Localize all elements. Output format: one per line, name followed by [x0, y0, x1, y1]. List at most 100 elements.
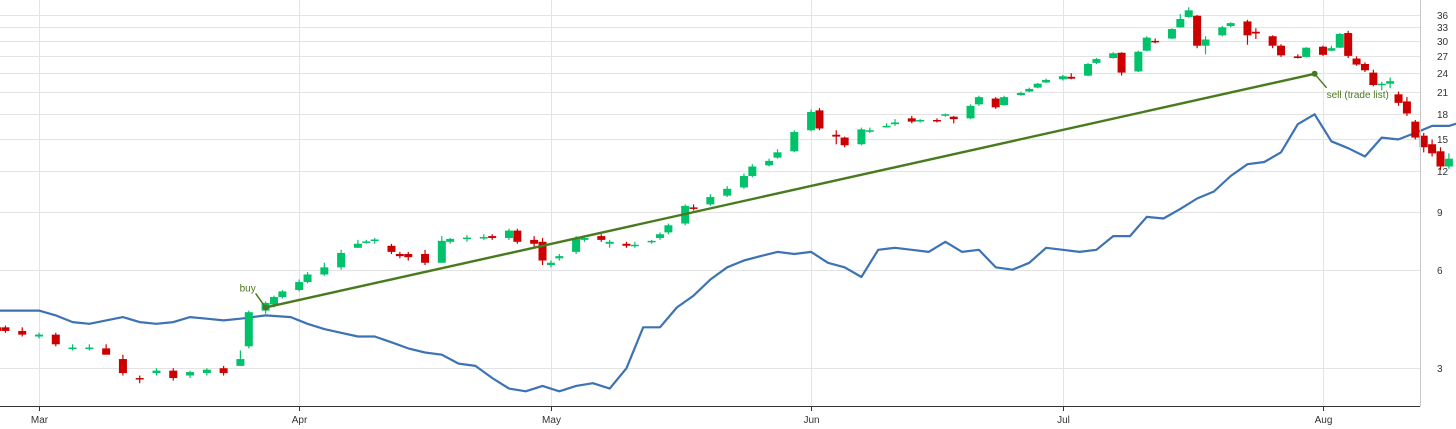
x-tick-label: Jun [803, 415, 819, 426]
candle-down [840, 136, 849, 148]
candle-body [85, 347, 94, 350]
candle-body [832, 134, 841, 137]
candle-body [295, 282, 304, 291]
candle-body [1360, 63, 1369, 71]
candle-up [504, 228, 513, 240]
candle-down [991, 97, 1000, 109]
candle-up [152, 368, 161, 376]
candle-up [773, 149, 782, 159]
candle-body [706, 197, 715, 205]
candle-up [186, 370, 195, 379]
candle-body [538, 241, 547, 261]
y-tick-label: 30 [1437, 37, 1449, 48]
candle-body [35, 334, 43, 337]
candle-down [1, 325, 10, 333]
candle-body [597, 236, 606, 240]
candle-up [630, 241, 639, 248]
candle-down [1268, 35, 1277, 49]
candle-body [353, 243, 362, 248]
candle-body [546, 262, 555, 266]
candle-up [278, 290, 287, 299]
candle-body [303, 274, 312, 283]
candle-up [446, 237, 455, 244]
candle-down [1352, 56, 1361, 66]
candle-body [932, 119, 941, 122]
candle-up [1134, 50, 1143, 73]
candle-body [1411, 121, 1420, 138]
candle-body [244, 312, 253, 347]
candle-body [169, 370, 178, 379]
candle-body [1, 327, 10, 331]
y-tick-label: 21 [1437, 88, 1449, 99]
candle-up [437, 236, 446, 263]
candle-body [152, 370, 161, 374]
candle-body [1025, 88, 1034, 92]
candle-up [916, 119, 925, 123]
candle-body [1067, 76, 1076, 79]
candle-body [605, 241, 614, 244]
candle-body [1352, 58, 1361, 65]
comparison-line [0, 113, 1456, 393]
trade-line [265, 72, 1315, 309]
candle-body [1419, 135, 1428, 148]
x-tick-label: Aug [1315, 415, 1333, 426]
candle-down [488, 234, 497, 240]
candle-body [219, 368, 228, 374]
candle-down [102, 344, 111, 355]
candle-body [278, 291, 287, 298]
candle-up [1444, 153, 1453, 169]
candle-body [815, 110, 824, 129]
candle-body [236, 359, 245, 366]
candle-up [1033, 83, 1042, 89]
candle-up [656, 232, 665, 240]
candle-up [1226, 22, 1235, 28]
candle-body [463, 237, 471, 240]
candle-down [1277, 44, 1286, 57]
candle-body [1176, 18, 1185, 28]
candle-body [437, 240, 446, 263]
candle-up [1201, 36, 1210, 55]
candle-body [991, 98, 1000, 108]
candle-body [320, 267, 329, 275]
candle-down [1369, 69, 1378, 87]
y-tick-label: 9 [1437, 208, 1443, 219]
candle-down [1251, 28, 1260, 40]
candle-body [1151, 40, 1160, 43]
grid-layer [0, 0, 1420, 406]
candle-body [739, 175, 748, 188]
candle-body [891, 122, 899, 125]
candle-up [790, 130, 799, 153]
candle-body [1033, 83, 1042, 88]
candle-body [68, 347, 77, 350]
candle-body [1319, 46, 1327, 55]
candle-down [1394, 91, 1403, 106]
candle-up [966, 104, 975, 120]
candle-up [1092, 57, 1101, 64]
candle-body [1436, 151, 1445, 167]
candle-down [538, 237, 547, 266]
candle-down [118, 354, 127, 376]
candle-up [865, 127, 874, 133]
candle-up [647, 239, 656, 244]
candle-body [1218, 27, 1227, 36]
candle-body [1377, 83, 1386, 86]
candle-up [1184, 7, 1193, 18]
candle-down [387, 243, 396, 255]
candle-body [974, 97, 983, 105]
candle-down [1151, 38, 1160, 44]
candle-body [1268, 36, 1277, 46]
candle-down [18, 327, 27, 337]
candle-up [244, 310, 253, 349]
candle-body [1394, 94, 1403, 103]
candle-down [1293, 54, 1302, 59]
candle-body [0, 327, 2, 331]
candle-body [1193, 15, 1202, 46]
candle-up [353, 239, 362, 248]
x-tick-label: May [542, 415, 561, 426]
candle-down [1344, 30, 1353, 58]
candle-down [169, 368, 178, 381]
candle-up [765, 158, 774, 167]
candle-up [236, 350, 245, 366]
candle-body [555, 256, 564, 259]
